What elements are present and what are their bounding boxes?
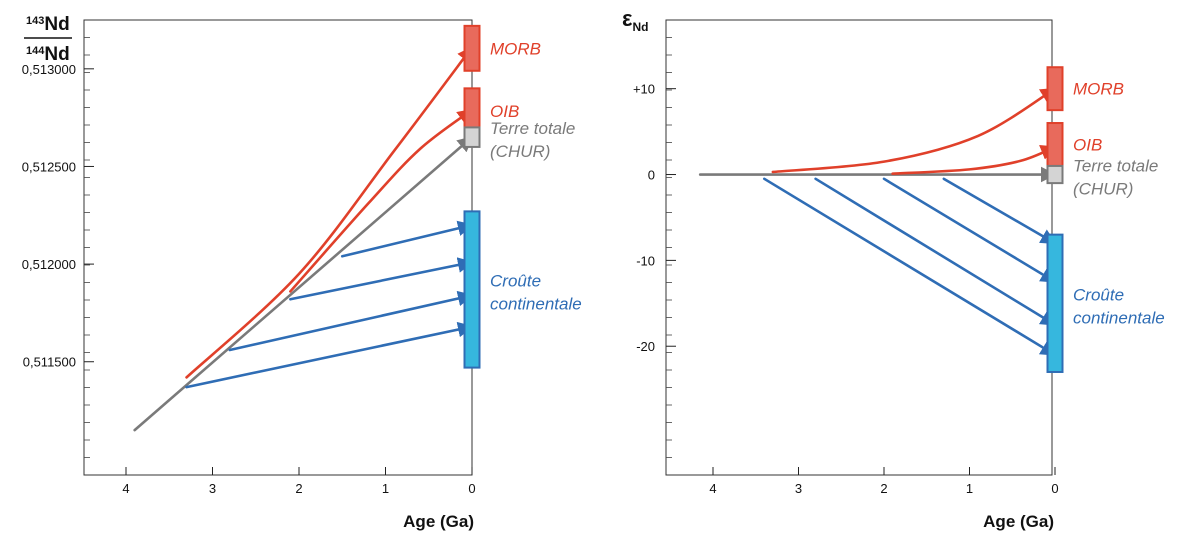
left-y-tick-label: 0,512500: [22, 159, 76, 174]
right-x-tick-label: 3: [795, 481, 802, 496]
left-reservoir-morb-box: [463, 24, 481, 72]
left-x-tick-label: 3: [209, 481, 216, 496]
left-reservoir-terre-totale-box: [463, 126, 481, 148]
svg-text:εNd: εNd: [622, 6, 648, 34]
right-reservoir-cro-te-label: Croûte: [1073, 285, 1124, 304]
left-reservoir-cro-te-box: [463, 210, 481, 369]
right-y-tick-label: +10: [633, 82, 655, 97]
left-x-ticks: 4 3 2 1 0: [122, 467, 476, 496]
left-ylabel-bottom-main: Nd: [44, 44, 69, 65]
left-y-ticks: 0,513000 0,512500 0,512000 0,511500: [22, 62, 94, 370]
svg-text:144Nd: 144Nd: [26, 44, 70, 65]
right-reservoir-terre-totale-label: Terre totale: [1073, 157, 1158, 176]
right-series-morb-line: [771, 87, 1057, 174]
right-series-crust-line: [814, 177, 1057, 327]
right-y-tick-label: -10: [636, 253, 655, 268]
right-series: [698, 87, 1057, 357]
right-y-tick-label: -20: [636, 339, 655, 354]
left-series: [133, 46, 474, 432]
left-x-tick-label: 2: [295, 481, 302, 496]
right-y-ticks: +10 0 -10 -20: [633, 82, 676, 354]
left-chart: 4 3 2 1 0 0,513000 0,512500 0,512000 0,511500 1…: [22, 14, 582, 531]
right-x-axis-title: Age (Ga): [983, 512, 1054, 531]
left-plot-frame: [83, 19, 473, 476]
left-reservoir-terre-totale-label: Terre totale: [490, 119, 575, 138]
right-reservoir-cro-te-box: [1046, 233, 1064, 373]
left-x-tick-label: 1: [382, 481, 389, 496]
left-series-crust-line: [289, 257, 474, 301]
left-y-tick-label: 0,511500: [23, 355, 76, 370]
right-reservoir-cro-te-label-line2: continentale: [1073, 308, 1165, 327]
right-x-ticks: 4 3 2 1 0: [709, 467, 1059, 496]
left-ylabel-top-main: Nd: [44, 14, 69, 35]
right-x-tick-label: 1: [966, 481, 973, 496]
right-reservoir-oib-label: OIB: [1073, 135, 1102, 154]
left-y-axis-title: 143Nd 144Nd: [24, 14, 72, 65]
right-ylabel-sub: Nd: [632, 20, 648, 34]
left-ylabel-top-sup: 143: [26, 15, 44, 27]
left-y-tick-label: 0,512000: [22, 257, 76, 272]
svg-text:143Nd: 143Nd: [26, 14, 70, 35]
right-reservoir-morb-label: MORB: [1073, 80, 1124, 99]
left-reservoir-cro-te-label: Croûte: [490, 271, 541, 290]
right-y-axis-title: εNd: [622, 6, 648, 34]
left-series-oib-line: [289, 108, 474, 293]
left-series-crust-line: [340, 220, 474, 258]
left-reservoir-morb-label: MORB: [490, 39, 541, 58]
right-y-tick-label: 0: [648, 168, 655, 183]
right-reservoirs: MORB OIB Terre totale (CHUR) Croûte continent…: [1046, 66, 1165, 373]
right-x-tick-label: 2: [880, 481, 887, 496]
left-reservoir-oib-label: OIB: [490, 102, 519, 121]
left-series-terre-totale-line: [133, 135, 474, 432]
right-series-crust-line: [942, 177, 1057, 245]
right-reservoir-terre-totale-label-line2: (CHUR): [1073, 180, 1133, 199]
right-reservoir-morb-box: [1046, 66, 1064, 112]
left-series-crust-line: [185, 321, 474, 389]
right-ylabel-main: ε: [622, 6, 633, 31]
right-x-tick-label: 4: [709, 481, 716, 496]
left-reservoir-cro-te-label-line2: continentale: [490, 294, 582, 313]
left-ylabel-bottom-sup: 144: [26, 45, 45, 57]
right-minor-ticks: [666, 37, 672, 458]
left-x-tick-label: 0: [468, 481, 475, 496]
right-reservoir-oib-box: [1046, 122, 1064, 167]
right-series-crust-line: [763, 177, 1057, 357]
right-series-oib-line: [891, 145, 1057, 175]
right-chart: 4 3 2 1 0 +10 0 -10 -20 εNd Age (Ga) MORB OIB Ter…: [622, 6, 1165, 531]
right-series-crust-line: [882, 177, 1057, 284]
left-series-morb-line: [185, 46, 474, 379]
left-minor-ticks: [84, 37, 90, 458]
left-series-crust-line: [228, 290, 474, 352]
left-y-tick-label: 0,513000: [22, 62, 76, 77]
left-x-tick-label: 4: [122, 481, 129, 496]
right-plot-frame: [665, 19, 1053, 476]
left-reservoir-terre-totale-label-line2: (CHUR): [490, 142, 550, 161]
left-x-axis-title: Age (Ga): [403, 512, 474, 531]
right-reservoir-terre-totale-box: [1046, 164, 1064, 185]
right-x-tick-label: 0: [1051, 481, 1058, 496]
